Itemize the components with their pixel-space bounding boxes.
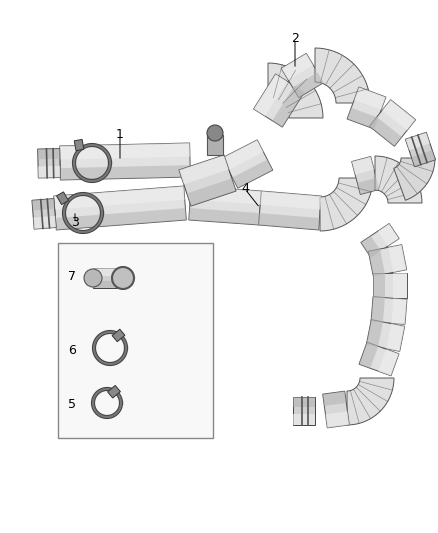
Polygon shape <box>272 86 304 127</box>
Polygon shape <box>347 87 386 129</box>
Polygon shape <box>32 199 55 211</box>
Polygon shape <box>361 236 381 257</box>
Polygon shape <box>254 74 304 127</box>
Circle shape <box>112 267 134 289</box>
Polygon shape <box>38 149 60 178</box>
Circle shape <box>207 125 223 141</box>
Polygon shape <box>359 342 399 376</box>
Circle shape <box>84 269 102 287</box>
Polygon shape <box>368 245 406 276</box>
Polygon shape <box>38 166 60 178</box>
Polygon shape <box>320 178 373 231</box>
Polygon shape <box>392 298 407 325</box>
Polygon shape <box>357 178 379 195</box>
Polygon shape <box>179 155 229 184</box>
Text: 1: 1 <box>116 128 124 141</box>
Polygon shape <box>189 186 261 225</box>
Polygon shape <box>33 216 56 229</box>
Polygon shape <box>179 155 236 206</box>
Bar <box>58 243 213 438</box>
Bar <box>74 140 84 151</box>
Polygon shape <box>389 245 406 272</box>
Polygon shape <box>281 53 313 80</box>
Polygon shape <box>325 411 349 428</box>
Polygon shape <box>281 53 324 98</box>
Bar <box>108 385 120 398</box>
Polygon shape <box>354 87 386 110</box>
Polygon shape <box>371 297 407 325</box>
Polygon shape <box>232 159 273 188</box>
Polygon shape <box>366 320 383 347</box>
Text: 6: 6 <box>68 343 76 357</box>
Polygon shape <box>393 273 407 298</box>
Polygon shape <box>361 223 399 257</box>
Polygon shape <box>315 48 370 103</box>
Polygon shape <box>293 397 315 407</box>
Bar <box>57 192 68 205</box>
Polygon shape <box>371 297 385 322</box>
Polygon shape <box>373 273 407 298</box>
Polygon shape <box>268 63 323 118</box>
Polygon shape <box>347 108 378 129</box>
Polygon shape <box>386 324 405 351</box>
Text: 3: 3 <box>71 216 79 230</box>
Polygon shape <box>323 391 349 428</box>
Polygon shape <box>394 158 435 200</box>
Polygon shape <box>406 132 430 150</box>
Polygon shape <box>189 208 260 225</box>
Text: 5: 5 <box>68 399 76 411</box>
Text: 4: 4 <box>241 182 249 196</box>
Polygon shape <box>375 156 422 203</box>
Polygon shape <box>373 273 385 298</box>
Polygon shape <box>369 100 416 146</box>
Polygon shape <box>366 320 405 351</box>
Polygon shape <box>60 143 191 180</box>
Polygon shape <box>60 165 191 180</box>
Polygon shape <box>222 140 273 188</box>
Polygon shape <box>411 150 435 167</box>
Polygon shape <box>352 157 374 175</box>
Polygon shape <box>368 249 385 276</box>
Polygon shape <box>54 186 186 230</box>
Polygon shape <box>38 149 60 159</box>
Polygon shape <box>359 342 378 368</box>
Polygon shape <box>93 281 120 288</box>
Polygon shape <box>293 72 324 98</box>
Polygon shape <box>54 186 185 209</box>
Polygon shape <box>378 349 399 376</box>
Polygon shape <box>258 213 320 230</box>
Polygon shape <box>293 397 315 425</box>
Polygon shape <box>347 378 394 425</box>
Bar <box>112 329 125 342</box>
Polygon shape <box>60 143 190 159</box>
Polygon shape <box>55 208 186 230</box>
Polygon shape <box>369 117 402 146</box>
Polygon shape <box>93 268 120 276</box>
Text: 7: 7 <box>68 270 76 282</box>
Polygon shape <box>260 191 321 209</box>
Polygon shape <box>258 191 321 230</box>
Polygon shape <box>378 223 399 246</box>
Polygon shape <box>190 186 261 205</box>
Polygon shape <box>352 157 379 195</box>
Polygon shape <box>93 268 120 288</box>
Polygon shape <box>293 414 315 425</box>
Polygon shape <box>32 199 56 229</box>
Polygon shape <box>222 140 263 170</box>
Polygon shape <box>187 179 236 206</box>
Polygon shape <box>382 100 416 131</box>
Polygon shape <box>406 132 435 167</box>
Bar <box>207 135 223 155</box>
Text: 2: 2 <box>291 33 299 45</box>
Polygon shape <box>323 391 346 406</box>
Polygon shape <box>254 74 287 116</box>
